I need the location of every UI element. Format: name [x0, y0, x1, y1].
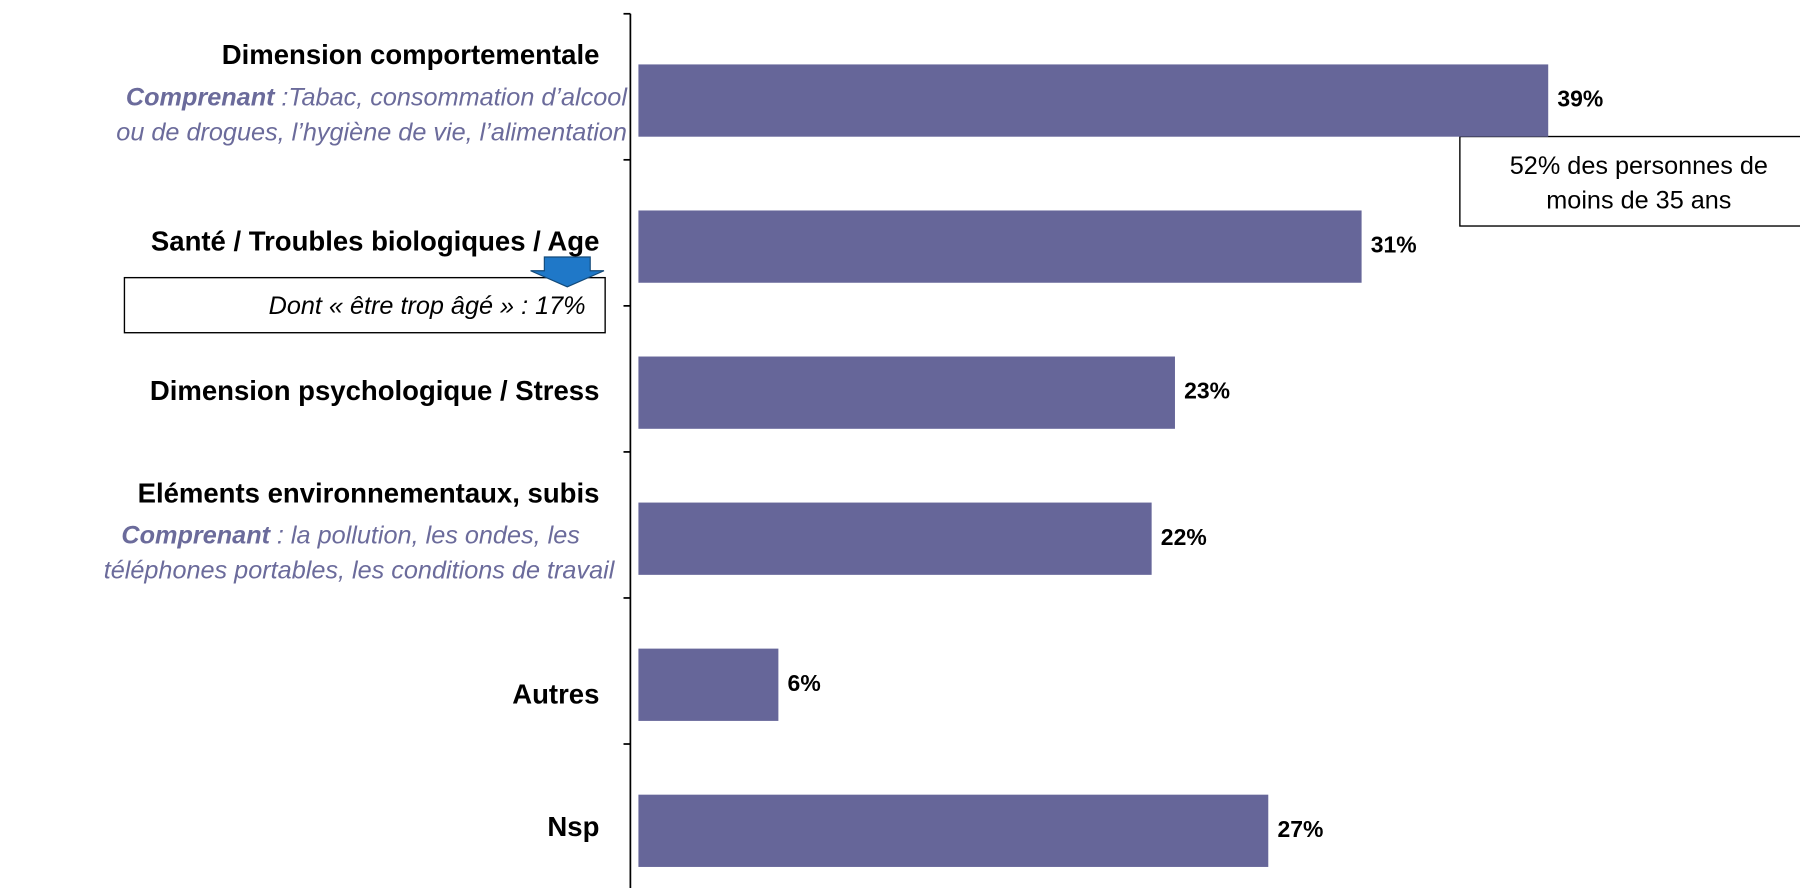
- value-label: 22%: [1161, 524, 1207, 550]
- bar: [638, 794, 1269, 867]
- bar: [638, 648, 779, 721]
- note-rest: : la pollution, les ondes, les: [277, 521, 580, 549]
- callout-text: moins de 35 ans: [1546, 187, 1731, 215]
- bar: [638, 502, 1152, 575]
- category-label: Dimension comportementale: [222, 39, 600, 70]
- value-label: 39%: [1557, 86, 1603, 112]
- value-label: 23%: [1184, 378, 1230, 404]
- category-note: ou de drogues, l’hygiène de vie, l’alime…: [116, 119, 627, 147]
- note-rest: :Tabac, consommation d’alcool: [281, 83, 628, 111]
- category-label: Santé / Troubles biologiques / Age: [151, 225, 599, 256]
- category-label: Dimension psychologique / Stress: [150, 375, 600, 406]
- category-label: Nsp: [547, 811, 599, 842]
- value-label: 27%: [1277, 816, 1323, 842]
- callout-text: 52% des personnes de: [1510, 152, 1768, 180]
- category-note: téléphones portables, les conditions de …: [104, 557, 616, 585]
- callout-arrow: [530, 256, 605, 288]
- value-label: 6%: [788, 670, 821, 696]
- note-lead: Comprenant: [121, 521, 271, 549]
- callout-box: [123, 276, 606, 334]
- bar: [638, 356, 1175, 429]
- category-label: Autres: [512, 678, 599, 709]
- value-label: 31%: [1371, 232, 1417, 258]
- callout-box: [1459, 135, 1800, 227]
- category-label: Eléments environnementaux, subis: [138, 477, 600, 508]
- bar: [638, 64, 1549, 137]
- category-note: Comprenant: la pollution, les ondes, les: [121, 521, 580, 549]
- category-note: Comprenant:Tabac, consommation d’alcool: [126, 83, 628, 111]
- note-lead: Comprenant: [126, 83, 276, 111]
- bar: [638, 210, 1362, 283]
- callout-text: Dont « être trop âgé » : 17%: [269, 292, 586, 320]
